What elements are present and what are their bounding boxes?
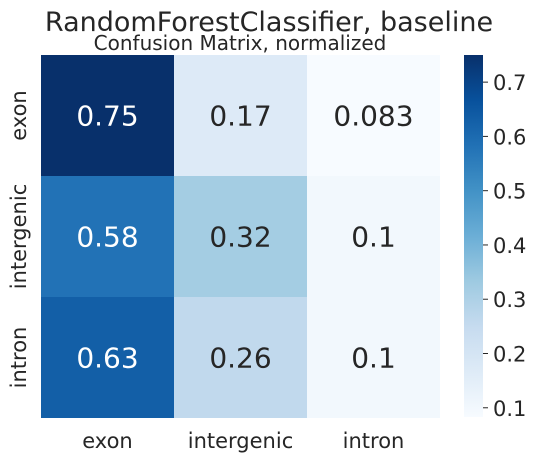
colorbar-tick-label: 0.5	[493, 180, 526, 204]
colorbar-tick-label: 0.2	[493, 343, 526, 367]
colorbar-tick-label: 0.7	[493, 71, 526, 95]
chart-title: RandomForestClassifier, baseline	[45, 7, 493, 38]
colorbar-tick-label: 0.3	[493, 288, 526, 312]
cell-value-label: 0.58	[76, 221, 138, 254]
heatmap-cells: 0.75 0.17 0.083 0.58 0.32 0.1 0.63 0.26 0.1	[41, 55, 440, 418]
heatmap-cell	[307, 297, 440, 418]
heatmap-cell	[41, 297, 174, 418]
colorbar	[464, 55, 483, 417]
cell-value-label: 0.63	[76, 342, 138, 375]
cell-value-label: 0.26	[209, 342, 271, 375]
column-label: intron	[343, 429, 405, 453]
cell-value-label: 0.083	[333, 100, 413, 133]
colorbar-ticks: 0.1 0.2 0.3 0.4 0.5 0.6 0.7	[483, 71, 526, 421]
row-label: intron	[7, 327, 31, 389]
heatmap-cell	[41, 55, 174, 176]
heatmap-cell	[174, 176, 307, 297]
heatmap-cell	[174, 297, 307, 418]
column-tick-labels: exon intergenic intron	[82, 429, 404, 453]
colorbar-tick-label: 0.1	[493, 397, 526, 421]
heatmap-cell	[174, 55, 307, 176]
heatmap-cell	[307, 55, 440, 176]
cell-value-label: 0.1	[351, 221, 396, 254]
cell-value-label: 0.1	[351, 342, 396, 375]
row-label: exon	[7, 90, 31, 141]
row-label: intergenic	[7, 184, 31, 290]
colorbar-tick-label: 0.6	[493, 125, 526, 149]
column-label: intergenic	[188, 429, 294, 453]
heatmap-cell	[41, 176, 174, 297]
column-label: exon	[82, 429, 133, 453]
cell-value-label: 0.17	[209, 100, 271, 133]
colorbar-tick-label: 0.4	[493, 234, 526, 258]
cell-value-label: 0.32	[209, 221, 271, 254]
heatmap-cell	[307, 176, 440, 297]
row-tick-labels: exon intergenic intron	[7, 90, 31, 388]
cell-value-label: 0.75	[76, 100, 138, 133]
chart-subtitle: Confusion Matrix, normalized	[94, 31, 387, 55]
